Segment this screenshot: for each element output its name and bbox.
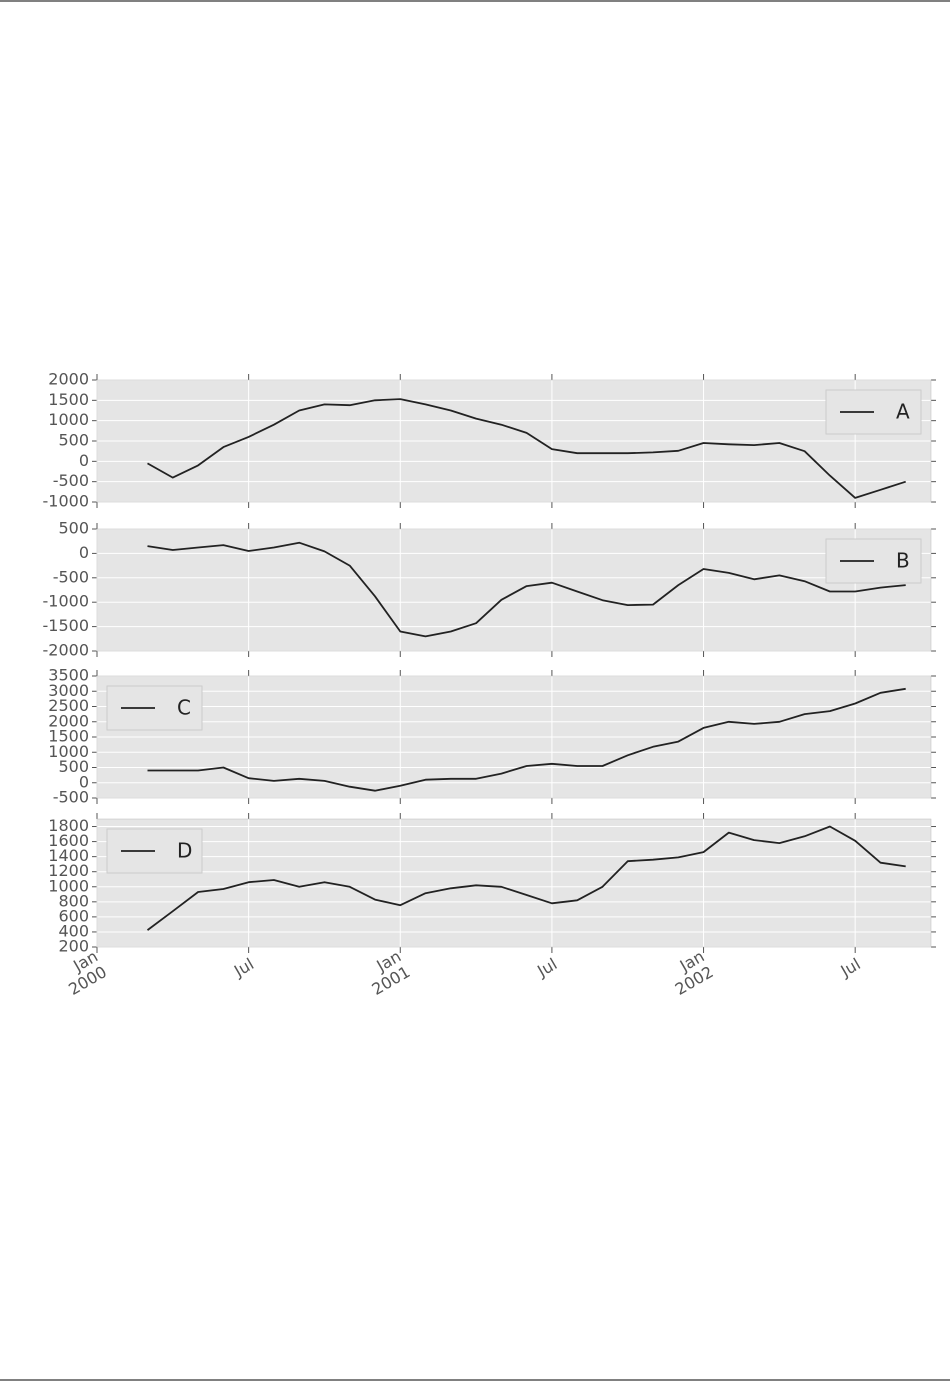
plot-area xyxy=(97,529,931,651)
x-tick-label: Jul xyxy=(230,954,257,981)
y-tick-label: 0 xyxy=(79,543,89,562)
y-tick-label: 500 xyxy=(58,431,89,450)
x-tick-label-line: Jul xyxy=(230,954,257,981)
y-tick-label: 0 xyxy=(79,772,89,791)
y-tick-label: -2000 xyxy=(43,641,90,660)
y-tick-label: 200 xyxy=(58,937,89,956)
y-tick-label: -500 xyxy=(53,788,89,807)
y-tick-label: 1000 xyxy=(48,410,89,429)
y-tick-label: 1800 xyxy=(48,816,89,835)
x-tick-label: Jan2002 xyxy=(663,946,717,998)
x-tick-label-line: Jul xyxy=(836,954,863,981)
legend-label: C xyxy=(177,696,191,720)
plot-frame xyxy=(96,379,932,503)
y-tick-label: 400 xyxy=(58,921,89,940)
series-line xyxy=(147,687,906,792)
y-tick-label: 1500 xyxy=(48,727,89,746)
y-tick-label: 500 xyxy=(58,757,89,776)
series-line xyxy=(147,398,906,499)
y-tick-label: 500 xyxy=(58,519,89,538)
y-tick-label: 1600 xyxy=(48,831,89,850)
x-tick-label: Jan2001 xyxy=(359,946,413,998)
plot-frame xyxy=(96,675,932,799)
y-tick-label: 600 xyxy=(58,906,89,925)
y-tick-label: 1400 xyxy=(48,846,89,865)
y-tick-label: 1000 xyxy=(48,742,89,761)
y-tick-label: -1000 xyxy=(43,492,90,511)
legend-label: B xyxy=(896,549,910,573)
plot-frame xyxy=(96,818,932,948)
y-tick-label: -500 xyxy=(53,567,89,586)
x-tick-label-line: Jul xyxy=(533,954,560,981)
y-tick-label: 2000 xyxy=(48,711,89,730)
y-tick-label: 1500 xyxy=(48,390,89,409)
plot-frame xyxy=(96,528,932,652)
legend-label: A xyxy=(896,400,910,424)
y-tick-label: 3500 xyxy=(48,666,89,685)
y-tick-label: 1000 xyxy=(48,876,89,895)
y-tick-label: 1200 xyxy=(48,861,89,880)
y-tick-label: -1000 xyxy=(43,592,90,611)
y-tick-label: 3000 xyxy=(48,681,89,700)
x-tick-label: Jul xyxy=(533,954,560,981)
plot-area xyxy=(97,819,931,947)
legend: C xyxy=(106,685,203,731)
legend-label: D xyxy=(177,839,192,863)
y-tick-label: -500 xyxy=(53,471,89,490)
legend: B xyxy=(825,538,922,584)
y-tick-label: 2500 xyxy=(48,696,89,715)
y-tick-label: -1500 xyxy=(43,616,90,635)
legend: D xyxy=(106,828,203,874)
y-tick-label: 0 xyxy=(79,451,89,470)
series-line xyxy=(146,825,906,931)
y-tick-label: 800 xyxy=(58,891,89,910)
legend: A xyxy=(825,389,922,435)
y-tick-label: 2000 xyxy=(48,370,89,389)
x-tick-label: Jul xyxy=(836,954,863,981)
series-line xyxy=(147,541,906,638)
